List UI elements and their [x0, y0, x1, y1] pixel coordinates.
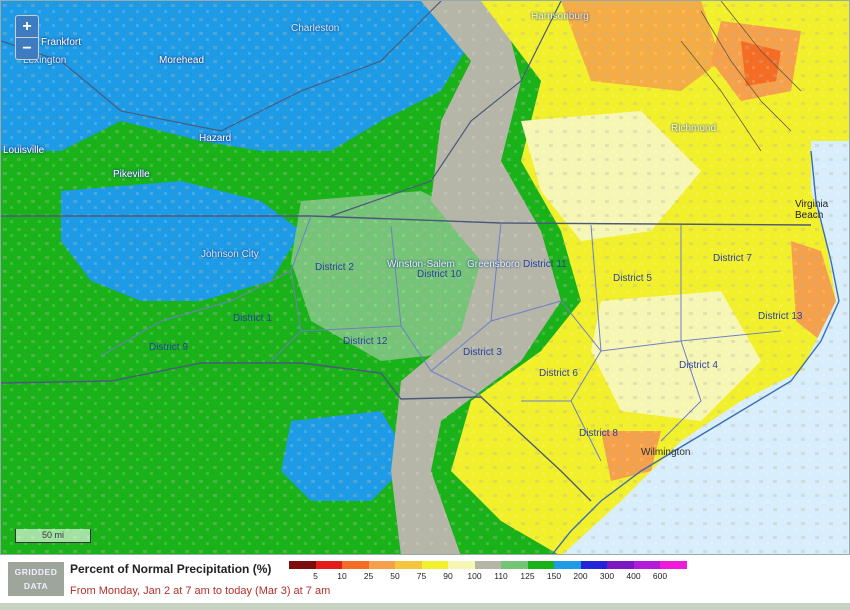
legend-panel: GRIDDED DATA Percent of Normal Precipita… [0, 555, 850, 610]
district-label-13[interactable]: District 13 [758, 311, 803, 322]
city-label-harrisonburg: Harrisonburg [531, 11, 589, 22]
noise-texture [1, 1, 849, 554]
legend-swatch [527, 561, 554, 569]
coastline [551, 150, 840, 554]
city-label-winston-salem: Winston-Salem [387, 259, 455, 270]
legend-swatch [448, 561, 475, 569]
district-boundary [521, 400, 602, 462]
precipitation-map[interactable]: + − Frankfort Lexington Morehead Charles… [0, 0, 850, 555]
district-label-1[interactable]: District 1 [233, 313, 272, 324]
city-label-frankfort: Frankfort [41, 37, 82, 48]
district-label-3[interactable]: District 3 [463, 347, 502, 358]
legend-tick-label: 25 [363, 571, 374, 581]
legend-tick-label: 300 [599, 571, 615, 581]
district-label-6[interactable]: District 6 [539, 368, 578, 379]
district-boundary [680, 225, 782, 342]
city-label-pikeville: Pikeville [113, 169, 150, 180]
district-label-9[interactable]: District 9 [149, 342, 188, 353]
district-label-8[interactable]: District 8 [579, 428, 618, 439]
district-label-11[interactable]: District 11 [523, 259, 567, 270]
city-label-wilmington: Wilmington [641, 447, 691, 458]
legend-tick-label: 90 [443, 571, 453, 581]
state-border-nc-sc [1, 362, 592, 502]
gridded-badge-line1: GRIDDED [14, 567, 58, 577]
scale-bar: 50 mi [15, 529, 91, 543]
legend-tick-label: 10 [337, 571, 347, 581]
district-boundary [490, 300, 602, 402]
legend-swatch [633, 561, 660, 569]
legend-tick-label: 5 [313, 571, 318, 581]
legend-swatch [554, 561, 581, 569]
legend-tick-label: 110 [494, 571, 508, 581]
county-line [680, 40, 762, 152]
county-line [700, 10, 792, 132]
city-label-charleston: Charleston [291, 23, 340, 34]
gridded-badge-line2: DATA [23, 581, 49, 591]
city-label-greensboro: Greensboro [467, 259, 520, 270]
city-label-richmond: Richmond [671, 123, 717, 134]
gridded-data-badge[interactable]: GRIDDED DATA [8, 562, 64, 596]
city-label-virginia-beach: Virginia Beach [795, 199, 829, 221]
district-label-7[interactable]: District 7 [713, 253, 752, 264]
legend-swatch [607, 561, 634, 569]
city-label-lexington: Lexington [23, 55, 67, 66]
state-border-ky-wv [1, 1, 442, 132]
legend-swatch [342, 561, 369, 569]
city-label-morehead: Morehead [159, 55, 205, 66]
legend-period: From Monday, Jan 2 at 7 am to today (Mar… [70, 585, 331, 597]
legend-swatch [315, 561, 342, 569]
legend-tick-label: 600 [652, 571, 668, 581]
map-canvas[interactable] [1, 1, 850, 555]
zoom-control: + − [15, 15, 39, 60]
district-label-10[interactable]: District 10 [417, 269, 462, 280]
district-label-4[interactable]: District 4 [679, 360, 718, 371]
district-boundary [100, 215, 312, 357]
district-boundary [300, 325, 482, 397]
legend-swatch [501, 561, 528, 569]
city-label-hazard: Hazard [199, 133, 232, 144]
zoom-out-button[interactable]: − [16, 37, 38, 59]
city-label-johnson-city: Johnson City [201, 249, 259, 260]
state-border-wv-va [330, 1, 562, 217]
legend-swatch [421, 561, 448, 569]
legend-color-scale [289, 561, 687, 569]
footer-bar [0, 603, 850, 610]
legend-swatch [474, 561, 501, 569]
legend-swatch [368, 561, 395, 569]
legend-swatch [660, 561, 687, 569]
city-label-louisville: Louisville [3, 145, 45, 156]
district-label-2[interactable]: District 2 [315, 262, 354, 273]
legend-tick-label: 400 [626, 571, 641, 581]
legend-tick-label: 150 [546, 571, 562, 581]
county-line [720, 1, 802, 92]
legend-tick-label: 75 [416, 571, 427, 581]
legend-tick-label: 200 [573, 571, 588, 581]
zoom-in-button[interactable]: + [22, 18, 32, 35]
legend-swatch [395, 561, 422, 569]
legend-tick-label: 100 [467, 571, 482, 581]
legend-tick-label: 125 [520, 571, 535, 581]
legend-title: Percent of Normal Precipitation (%) [70, 562, 272, 576]
district-label-5[interactable]: District 5 [613, 273, 652, 284]
district-boundary [390, 225, 402, 327]
legend-tick-label: 50 [390, 571, 400, 581]
legend-swatch [289, 561, 316, 569]
district-label-12[interactable]: District 12 [343, 336, 388, 347]
state-border-va-nc [1, 215, 812, 226]
legend-swatch [580, 561, 607, 569]
